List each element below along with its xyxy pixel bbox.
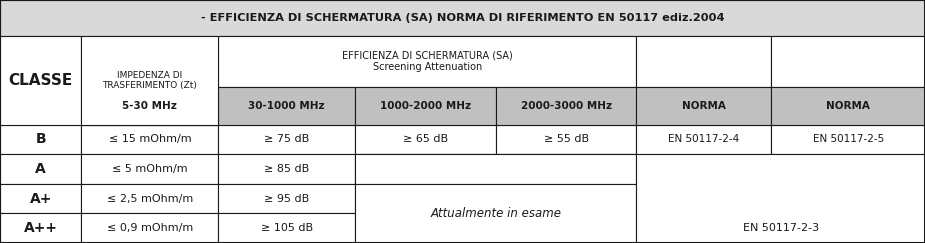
Bar xyxy=(0,124,81,154)
Bar xyxy=(636,36,771,87)
Text: NORMA: NORMA xyxy=(826,101,870,111)
Bar xyxy=(496,154,636,184)
Bar xyxy=(81,184,218,213)
Bar xyxy=(355,154,496,184)
Bar xyxy=(81,124,218,154)
Text: ≥ 55 dB: ≥ 55 dB xyxy=(544,134,588,144)
Text: 2000-3000 MHz: 2000-3000 MHz xyxy=(521,101,611,111)
Bar xyxy=(218,87,355,124)
Text: EN 50117-2-3: EN 50117-2-3 xyxy=(743,223,819,233)
Bar xyxy=(771,36,925,87)
Text: ≤ 0,9 mOhm/m: ≤ 0,9 mOhm/m xyxy=(106,223,193,233)
Bar xyxy=(81,36,218,124)
Text: - EFFICIENZA DI SCHERMATURA (SA) NORMA DI RIFERIMENTO EN 50117 ediz.2004: - EFFICIENZA DI SCHERMATURA (SA) NORMA D… xyxy=(201,13,724,23)
Bar xyxy=(636,124,771,154)
Bar xyxy=(355,124,496,154)
Bar xyxy=(636,154,925,243)
Bar xyxy=(218,184,355,213)
Text: ≥ 85 dB: ≥ 85 dB xyxy=(265,164,309,174)
Text: IMPEDENZA DI
TRASFERIMENTO (Zt): IMPEDENZA DI TRASFERIMENTO (Zt) xyxy=(103,70,197,90)
Bar xyxy=(496,124,636,154)
Bar xyxy=(0,184,81,213)
Text: ≤ 2,5 mOhm/m: ≤ 2,5 mOhm/m xyxy=(106,194,193,204)
Bar xyxy=(218,213,355,243)
Text: EFFICIENZA DI SCHERMATURA (SA)
Screening Attenuation: EFFICIENZA DI SCHERMATURA (SA) Screening… xyxy=(342,51,512,72)
Text: A+: A+ xyxy=(30,191,52,206)
Text: ≥ 95 dB: ≥ 95 dB xyxy=(265,194,309,204)
Text: ≤ 15 mOhm/m: ≤ 15 mOhm/m xyxy=(108,134,191,144)
Text: ≥ 65 dB: ≥ 65 dB xyxy=(403,134,448,144)
Bar xyxy=(0,36,81,124)
Text: A++: A++ xyxy=(24,221,57,235)
Text: CLASSE: CLASSE xyxy=(8,73,73,88)
Bar xyxy=(355,87,496,124)
Bar xyxy=(81,154,218,184)
Bar xyxy=(355,154,636,184)
Text: B: B xyxy=(35,132,46,146)
Text: A: A xyxy=(35,162,46,176)
Bar xyxy=(218,124,355,154)
Bar xyxy=(81,87,218,124)
Text: ≥ 75 dB: ≥ 75 dB xyxy=(403,164,448,174)
Bar xyxy=(81,213,218,243)
Bar xyxy=(771,124,925,154)
Text: EN 50117-2-5: EN 50117-2-5 xyxy=(812,134,884,144)
Bar xyxy=(355,184,636,243)
Text: NORMA: NORMA xyxy=(682,101,726,111)
Bar xyxy=(0,154,81,184)
Bar xyxy=(496,87,636,124)
Text: ≥ 105 dB: ≥ 105 dB xyxy=(261,223,313,233)
Text: ≥ 75 dB: ≥ 75 dB xyxy=(265,134,309,144)
Bar xyxy=(0,213,81,243)
Text: 5-30 MHz: 5-30 MHz xyxy=(122,101,178,111)
Bar xyxy=(771,87,925,124)
Bar xyxy=(0,0,925,36)
Text: EN 50117-2-4: EN 50117-2-4 xyxy=(668,134,740,144)
Text: 30-1000 MHz: 30-1000 MHz xyxy=(249,101,325,111)
Bar xyxy=(636,87,771,124)
Bar xyxy=(218,36,636,87)
Text: ≥ 65 dB: ≥ 65 dB xyxy=(544,164,588,174)
Text: Attualmente in esame: Attualmente in esame xyxy=(430,207,561,220)
Text: ≤ 5 mOhm/m: ≤ 5 mOhm/m xyxy=(112,164,188,174)
Text: 1000-2000 MHz: 1000-2000 MHz xyxy=(380,101,471,111)
Bar xyxy=(218,154,355,184)
